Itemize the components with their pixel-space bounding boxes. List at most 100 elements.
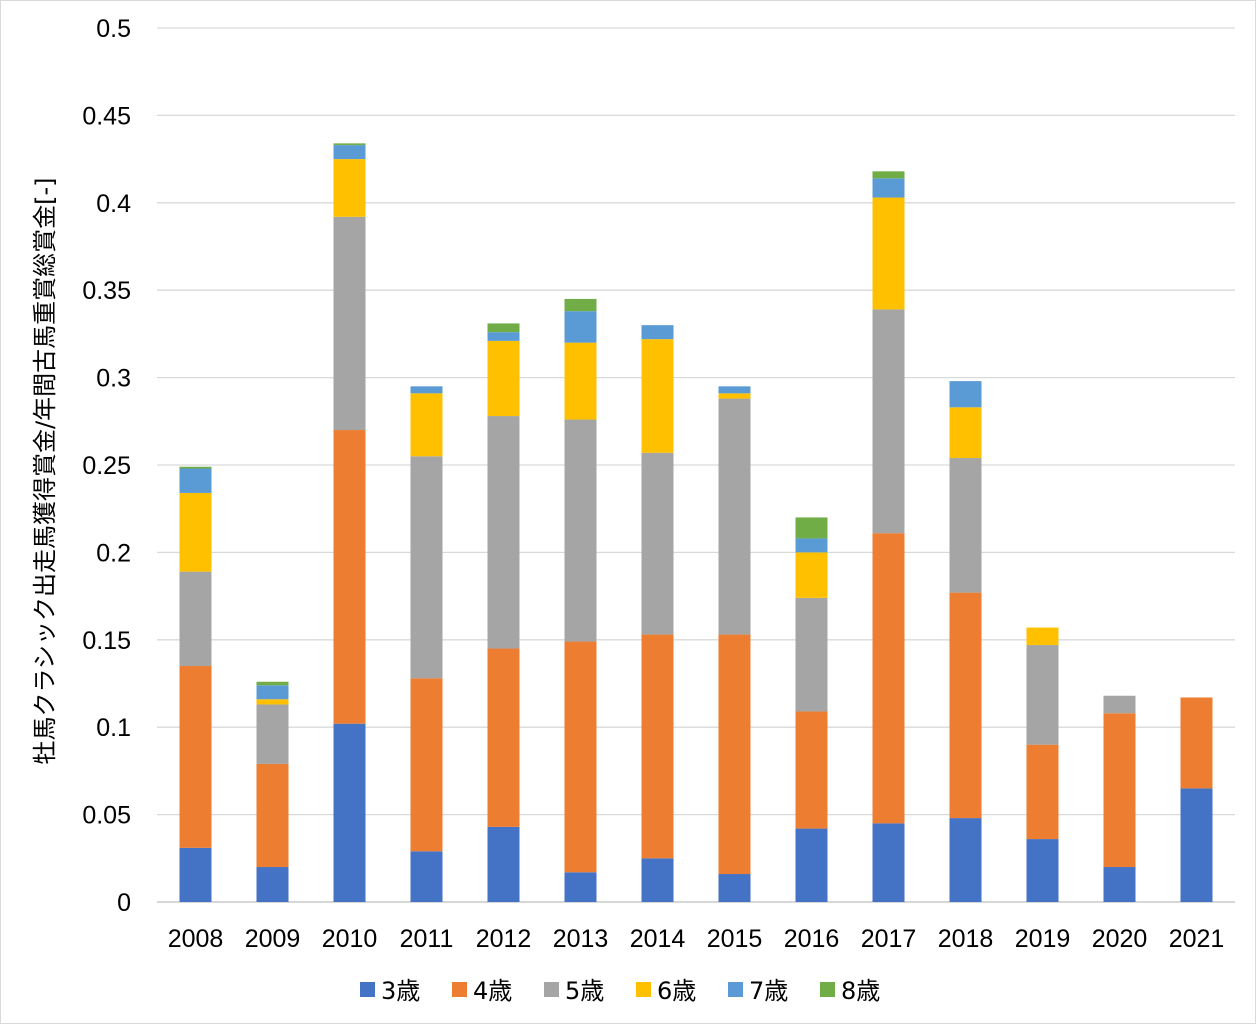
bar-segment-2015-7歳 (718, 386, 751, 394)
y-tick-label: 0.25 (82, 452, 131, 480)
y-tick-label: 0.05 (82, 802, 131, 830)
bar-segment-2019-4歳 (1026, 744, 1059, 840)
legend-label: 3歳 (381, 977, 420, 1005)
legend-label: 7歳 (749, 977, 788, 1005)
bar-segment-2009-5歳 (256, 704, 289, 764)
bar-segment-2010-8歳 (333, 143, 366, 146)
bar-segment-2013-3歳 (564, 872, 597, 902)
legend: 3歳 4歳 5歳 6歳 7歳 8歳 (360, 977, 880, 1005)
bar-segment-2014-5歳 (641, 452, 674, 635)
x-tick-label: 2021 (1169, 925, 1225, 953)
bar-segment-2019-3歳 (1026, 839, 1059, 902)
legend-label: 8歳 (841, 977, 880, 1005)
bar-segment-2020-5歳 (1103, 695, 1136, 714)
legend-swatch (544, 982, 559, 997)
y-axis-title: 牡馬クラシック出走馬獲得賞金/年間古馬重賞総賞金[-] (31, 178, 59, 765)
y-tick-label: 0.4 (96, 190, 131, 218)
bar-segment-2020-3歳 (1103, 867, 1136, 902)
bar-segment-2015-4歳 (718, 634, 751, 875)
x-tick-label: 2015 (707, 925, 763, 953)
bar-segment-2015-5歳 (718, 398, 751, 635)
bar-segment-2014-3歳 (641, 858, 674, 902)
bar-segment-2016-4歳 (795, 711, 828, 829)
legend-label: 4歳 (473, 977, 512, 1005)
x-tick-label: 2012 (476, 925, 532, 953)
y-tick-label: 0.3 (96, 365, 131, 393)
bar-segment-2011-7歳 (410, 386, 443, 394)
bar-segment-2013-8歳 (564, 298, 597, 312)
bar-segment-2013-6歳 (564, 342, 597, 420)
bar-segment-2008-3歳 (179, 847, 212, 902)
bar-segment-2012-3歳 (487, 826, 520, 902)
x-tick-label: 2019 (1015, 925, 1071, 953)
bar-segment-2009-7歳 (256, 685, 289, 700)
bar-segment-2014-4歳 (641, 634, 674, 859)
bar-segment-2014-6歳 (641, 339, 674, 453)
bar-segment-2012-8歳 (487, 323, 520, 333)
bar-segment-2016-8歳 (795, 517, 828, 539)
bars (179, 143, 1213, 902)
y-axis-ticks: 0 0.05 0.1 0.15 0.2 0.25 0.3 0.35 0.4 0.45 0.5 (82, 15, 131, 917)
x-tick-label: 2017 (861, 925, 917, 953)
bar-segment-2009-6歳 (256, 699, 289, 705)
legend-swatch (728, 982, 743, 997)
bar-segment-2016-6歳 (795, 552, 828, 598)
y-tick-label: 0.15 (82, 627, 131, 655)
bar-segment-2012-5歳 (487, 416, 520, 649)
bar-segment-2012-7歳 (487, 332, 520, 341)
bar-segment-2009-8歳 (256, 681, 289, 686)
bar-segment-2017-5歳 (872, 309, 905, 534)
gridlines (157, 27, 1235, 903)
bar-segment-2018-7歳 (949, 381, 982, 408)
bar-segment-2011-5歳 (410, 456, 443, 679)
bar-segment-2011-6歳 (410, 393, 443, 457)
bar-segment-2013-5歳 (564, 419, 597, 642)
bar-segment-2013-7歳 (564, 311, 597, 343)
bar-segment-2021-4歳 (1180, 697, 1213, 789)
y-tick-label: 0 (117, 889, 131, 917)
bar-segment-2010-5歳 (333, 216, 366, 431)
x-tick-label: 2008 (168, 925, 224, 953)
bar-segment-2008-8歳 (179, 466, 212, 469)
bar-segment-2012-4歳 (487, 648, 520, 827)
bar-segment-2010-4歳 (333, 430, 366, 724)
bar-segment-2016-5歳 (795, 597, 828, 712)
bar-segment-2017-3歳 (872, 823, 905, 902)
bar-segment-2018-5歳 (949, 458, 982, 593)
bar-segment-2021-3歳 (1180, 788, 1213, 902)
x-tick-label: 2011 (400, 925, 454, 953)
bar-segment-2017-7歳 (872, 178, 905, 198)
x-tick-label: 2010 (322, 925, 378, 953)
bar-segment-2011-4歳 (410, 678, 443, 852)
bar-segment-2018-4歳 (949, 592, 982, 819)
legend-label: 5歳 (565, 977, 604, 1005)
legend-swatch (820, 982, 835, 997)
y-tick-label: 0.45 (82, 102, 131, 130)
bar-segment-2008-5歳 (179, 571, 212, 667)
legend-swatch (360, 982, 375, 997)
y-tick-label: 0.1 (96, 714, 131, 742)
x-tick-label: 2013 (553, 925, 609, 953)
bar-segment-2017-4歳 (872, 533, 905, 824)
bar-segment-2009-3歳 (256, 867, 289, 902)
bar-segment-2016-3歳 (795, 828, 828, 902)
bar-segment-2011-3歳 (410, 851, 443, 902)
bar-segment-2010-3歳 (333, 723, 366, 902)
bar-segment-2008-6歳 (179, 492, 212, 572)
legend-swatch (636, 982, 651, 997)
y-tick-label: 0.2 (96, 539, 131, 567)
bar-segment-2018-6歳 (949, 407, 982, 459)
x-tick-label: 2020 (1092, 925, 1148, 953)
bar-segment-2017-8歳 (872, 171, 905, 179)
bar-segment-2017-6歳 (872, 197, 905, 310)
y-tick-label: 0.5 (96, 15, 131, 43)
x-tick-label: 2009 (245, 925, 301, 953)
bar-segment-2010-6歳 (333, 159, 366, 217)
bar-segment-2019-6歳 (1026, 627, 1059, 646)
bar-segment-2019-5歳 (1026, 645, 1059, 745)
legend-swatch (452, 982, 467, 997)
bar-segment-2018-3歳 (949, 818, 982, 902)
x-tick-label: 2018 (938, 925, 994, 953)
y-tick-label: 0.35 (82, 277, 131, 305)
